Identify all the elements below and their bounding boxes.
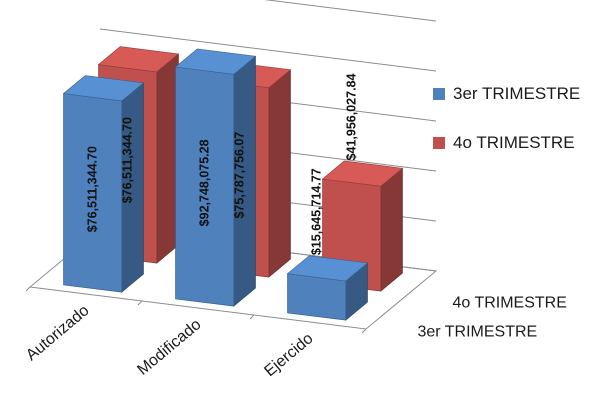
legend-item-series-2: 4o TRIMESTRE: [433, 131, 580, 155]
bar-1-1: [62, 75, 145, 293]
gridline: [263, 0, 437, 22]
x-tick-label: Modificado: [134, 316, 204, 379]
x-tick: [249, 314, 255, 320]
chart-legend: 3er TRIMESTRE 4o TRIMESTRE: [433, 82, 580, 180]
x-tick: [137, 300, 143, 306]
x-tick: [361, 328, 367, 334]
x-tick-label: Autorizado: [23, 302, 93, 364]
legend-label-series-2: 4o TRIMESTRE: [453, 133, 575, 152]
legend-swatch-series-2: [433, 137, 445, 149]
legend-item-series-1: 3er TRIMESTRE: [433, 82, 580, 106]
depth-tick-label: 3er TRIMESTRE: [418, 324, 538, 341]
bar-1-3: [286, 255, 369, 321]
bar-1-2: [174, 48, 257, 307]
data-label: $41,956,027.84: [345, 74, 359, 161]
depth-tick-label: 4o TRIMESTRE: [453, 295, 567, 312]
x-tick: [25, 286, 31, 292]
chart-bars: [62, 46, 404, 321]
data-label: $92,748,075.28: [198, 139, 212, 226]
data-label: $15,645,714.77: [310, 168, 324, 255]
x-tick-label: Ejercido: [261, 330, 316, 380]
legend-label-series-1: 3er TRIMESTRE: [453, 84, 581, 103]
gridline: [99, 28, 437, 72]
legend-swatch-series-1: [433, 88, 445, 100]
data-label: $75,787,756.07: [233, 132, 247, 219]
data-label: $76,511,344.70: [86, 146, 100, 232]
data-label: $76,511,344.70: [121, 117, 135, 203]
